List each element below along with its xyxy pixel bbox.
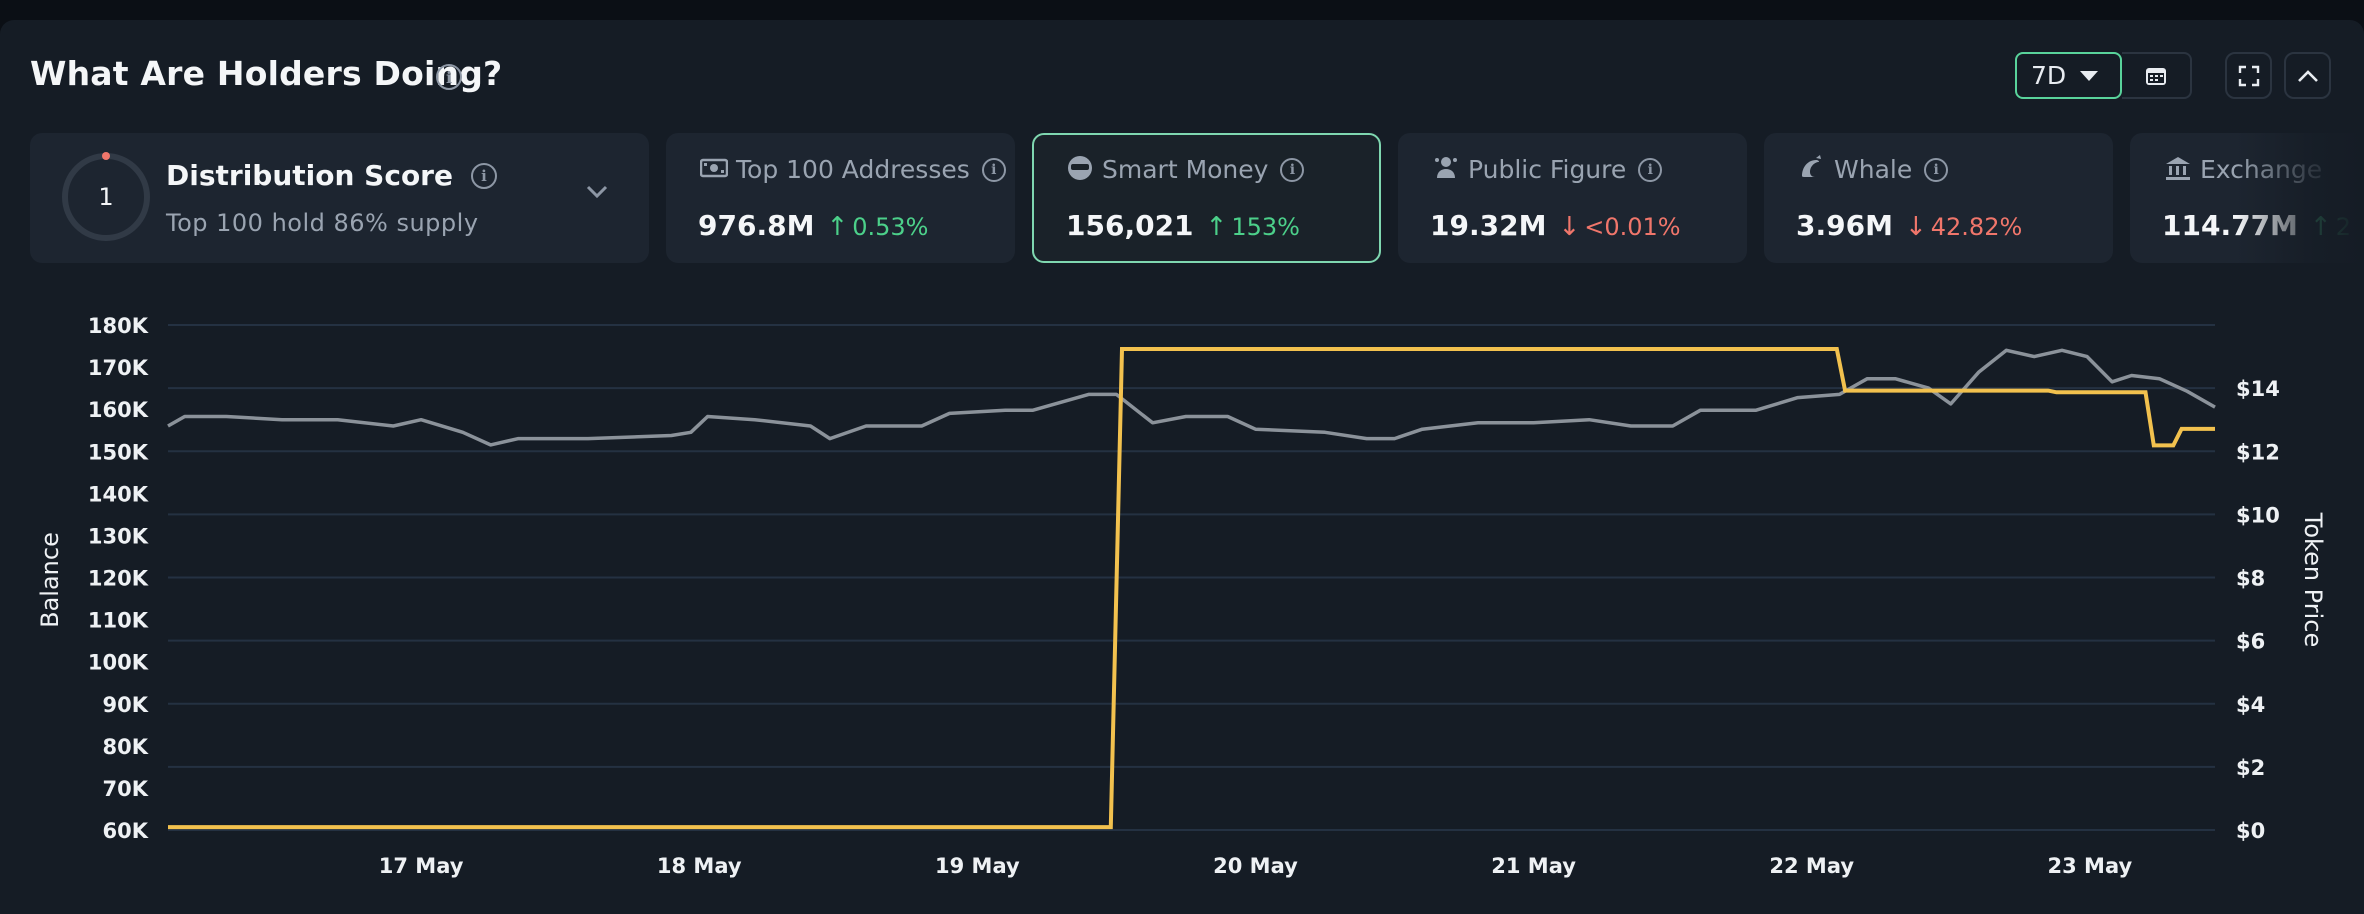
value-text: 156,021 (1066, 209, 1194, 242)
expand-icon (2238, 65, 2259, 86)
chart-grid (168, 324, 2215, 831)
chevron-up-icon (2297, 69, 2318, 82)
y-tick-label: 60K (103, 819, 149, 843)
top100-card[interactable]: Top 100 Addresses i 976.8M ↑ 0.53% (666, 133, 1015, 263)
distribution-title-text: Distribution Score (166, 159, 453, 192)
card-label-text: Public Figure (1468, 155, 1627, 184)
y-tick-label: 150K (88, 440, 149, 464)
scroll-fade (2236, 133, 2364, 263)
collapse-button[interactable] (2284, 52, 2331, 99)
balance-series-line (168, 347, 2215, 830)
y2-tick-label: $10 (2236, 503, 2280, 527)
arrow-down-icon: ↓ (1904, 212, 1927, 242)
price-series-line (167, 348, 2216, 447)
smart-money-card[interactable]: Smart Money i 156,021 ↑ 153% (1032, 133, 1381, 263)
whale-card[interactable]: Whale i 3.96M ↓ 42.82% (1764, 133, 2113, 263)
value-text: 19.32M (1430, 209, 1547, 242)
y-tick-label: 110K (88, 609, 149, 633)
y-tick-label: 170K (88, 356, 149, 380)
caret-down-icon (2080, 70, 2099, 81)
y2-axis-ticks: $14 $12 $10 $8 $6 $4 $2 $0 (2236, 377, 2280, 843)
bank-icon (2166, 157, 2190, 180)
y2-tick-label: $6 (2236, 630, 2265, 654)
chevron-down-icon[interactable] (586, 185, 608, 199)
y2-tick-label: $14 (2236, 377, 2280, 401)
change-down: ↓ <0.01% (1558, 212, 1680, 242)
score-ring (62, 152, 150, 241)
distribution-score-card[interactable]: 1 Distribution Score i Top 100 hold 86% … (30, 133, 649, 263)
y-tick-label: 120K (88, 567, 149, 591)
distribution-subtitle: Top 100 hold 86% supply (166, 209, 479, 237)
card-value: 19.32M ↓ <0.01% (1430, 209, 1681, 242)
sunglasses-icon (1068, 156, 1092, 180)
info-icon[interactable]: i (436, 64, 462, 90)
range-dropdown[interactable]: 7D (2015, 52, 2122, 99)
arrow-down-icon: ↓ (1558, 212, 1581, 242)
value-text: 976.8M (698, 209, 815, 242)
calendar-button[interactable] (2122, 52, 2192, 99)
y-tick-label: 180K (88, 314, 149, 338)
y2-tick-label: $8 (2236, 567, 2265, 591)
x-tick-label: 22 May (1769, 854, 1854, 878)
y-tick-label: 140K (88, 482, 149, 506)
cash-icon (700, 158, 728, 178)
x-tick-label: 19 May (935, 854, 1020, 878)
page-title: What Are Holders Doing? (30, 54, 503, 93)
change-up: ↑ 0.53% (826, 212, 928, 242)
distribution-score-value: 1 (98, 183, 114, 211)
change-text: <0.01% (1584, 213, 1681, 241)
y-tick-label: 160K (88, 398, 149, 422)
x-tick-label: 23 May (2048, 854, 2133, 878)
info-icon[interactable]: i (981, 157, 1006, 182)
x-tick-label: 17 May (379, 854, 464, 878)
y-tick-label: 70K (103, 777, 149, 801)
change-up: ↑ 153% (1206, 212, 1300, 242)
y-tick-label: 130K (88, 524, 149, 548)
y-tick-label: 100K (88, 651, 149, 675)
arrow-up-icon: ↑ (1205, 212, 1228, 242)
card-label-text: Whale (1834, 155, 1913, 184)
whale-icon (1802, 155, 1821, 177)
arrow-up-icon: ↑ (826, 212, 849, 242)
x-tick-label: 21 May (1491, 854, 1576, 878)
card-label: Top 100 Addresses i (736, 155, 1006, 184)
value-text: 3.96M (1796, 209, 1893, 242)
info-icon[interactable]: i (1638, 157, 1663, 182)
info-icon[interactable]: i (1924, 157, 1949, 182)
card-value: 3.96M ↓ 42.82% (1796, 209, 2022, 242)
x-tick-label: 18 May (657, 854, 742, 878)
range-label: 7D (2031, 61, 2067, 90)
x-axis-ticks: 17 May 18 May 19 May 20 May 21 May 22 May 23 M… (379, 854, 2133, 878)
person-icon (1435, 157, 1457, 178)
card-label-text: Smart Money (1102, 155, 1269, 184)
card-label: Whale i (1834, 155, 1949, 184)
change-down: ↓ 42.82% (1905, 212, 2022, 242)
card-value: 976.8M ↑ 0.53% (698, 209, 928, 242)
y2-tick-label: $0 (2236, 819, 2265, 843)
x-tick-label: 20 May (1213, 854, 1298, 878)
card-label-text: Top 100 Addresses (736, 155, 970, 184)
card-label: Public Figure i (1468, 155, 1663, 184)
change-text: 153% (1231, 213, 1300, 241)
distribution-title: Distribution Score i (166, 159, 497, 192)
y2-axis-title: Token Price (2299, 512, 2327, 647)
card-label: Smart Money i (1102, 155, 1305, 184)
info-icon[interactable]: i (470, 162, 497, 189)
card-value: 156,021 ↑ 153% (1066, 209, 1300, 242)
y-tick-label: 80K (103, 735, 149, 759)
change-text: 42.82% (1930, 213, 2023, 241)
y-tick-label: 90K (103, 693, 149, 717)
y-axis-ticks: 180K 170K 160K 150K 140K 130K 120K 110K 100K 90K 8… (88, 314, 149, 843)
info-icon[interactable]: i (1280, 157, 1305, 182)
y2-tick-label: $2 (2236, 756, 2265, 780)
public-figure-card[interactable]: Public Figure i 19.32M ↓ <0.01% (1398, 133, 1747, 263)
y2-tick-label: $12 (2236, 440, 2280, 464)
y-axis-title: Balance (36, 532, 64, 628)
y2-tick-label: $4 (2236, 693, 2265, 717)
change-text: 0.53% (852, 213, 929, 241)
fullscreen-button[interactable] (2225, 52, 2272, 99)
calendar-icon (2146, 67, 2166, 85)
